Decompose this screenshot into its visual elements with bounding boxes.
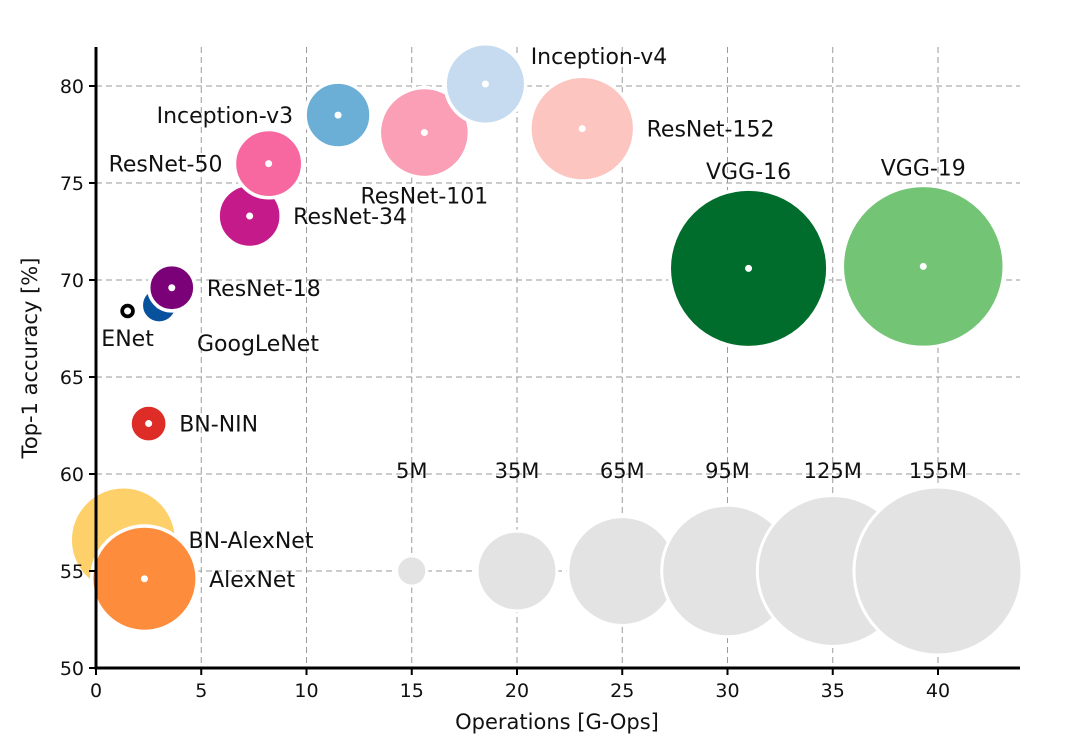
bubble-label-alexnet: AlexNet — [209, 568, 295, 593]
x-tick-label-40: 40 — [926, 680, 950, 702]
bubble-label-vgg-19: VGG-19 — [881, 156, 966, 181]
y-tick-label-70: 70 — [60, 270, 84, 292]
y-tick-label-65: 65 — [60, 367, 84, 389]
bubble-center-dot — [145, 420, 153, 428]
bubble-enet — [116, 300, 139, 322]
bubble-center-dot — [246, 212, 254, 220]
bubble-center-dot — [481, 80, 489, 88]
grid-lines — [96, 47, 1020, 668]
x-tick-label-25: 25 — [610, 680, 634, 702]
legend-label-155m: 155M — [909, 459, 967, 483]
bubble-label-bn-nin: BN-NIN — [179, 413, 258, 438]
y-tick-label-50: 50 — [60, 658, 84, 680]
bubble-center-dot — [745, 264, 753, 272]
x-tick-label-10: 10 — [294, 680, 318, 702]
legend-label-65m: 65M — [600, 459, 645, 483]
bubble-resnet-50 — [232, 127, 305, 200]
legend-label-125m: 125M — [804, 459, 862, 483]
legend-bubble-35m — [475, 529, 559, 613]
legend-label-35m: 35M — [495, 459, 540, 483]
bubble-center-dot — [578, 125, 586, 133]
y-tick-label-75: 75 — [60, 173, 84, 195]
x-tick-label-0: 0 — [90, 680, 102, 702]
y-tick-label-80: 80 — [60, 76, 84, 98]
bubble-bn-nin — [128, 403, 169, 444]
x-tick-label-30: 30 — [715, 680, 739, 702]
bubble-vgg-16 — [667, 187, 830, 350]
bubble-center-dot — [124, 307, 132, 315]
bubble-label-inception-v3: Inception-v3 — [157, 104, 294, 129]
bubble-label-resnet-34: ResNet-34 — [293, 205, 407, 230]
y-tick-label-60: 60 — [60, 464, 84, 486]
legend-bubble-5m — [395, 554, 429, 588]
bubble-center-dot — [168, 284, 176, 292]
bubble-center-dot — [420, 129, 428, 137]
x-axis-title: Operations [G-Ops] — [455, 710, 659, 734]
legend-label-5m: 5M — [396, 459, 427, 483]
size-legend: 5M 35M 65M 95M 125M 155M — [395, 459, 1024, 657]
bubble-label-googlenet: GoogLeNet — [197, 332, 319, 357]
bubble-labels: BN-AlexNet AlexNet ENet GoogLeNet ResNet-18 B… — [101, 45, 965, 593]
bubble-resnet-152 — [528, 74, 637, 183]
bubble-label-vgg-16: VGG-16 — [706, 160, 791, 185]
bubble-inception-v3 — [303, 80, 373, 150]
bubble-center-dot — [334, 111, 342, 119]
x-tick-label-35: 35 — [821, 680, 845, 702]
bubble-label-bn-alexnet: BN-AlexNet — [189, 529, 314, 554]
bubble-alexnet — [89, 524, 199, 634]
bubbles — [68, 42, 1007, 634]
bubble-center-dot — [919, 262, 927, 270]
bubble-label-resnet-152: ResNet-152 — [647, 118, 775, 143]
x-tick-label-20: 20 — [505, 680, 529, 702]
bubble-label-resnet-101: ResNet-101 — [360, 185, 488, 210]
bubble-resnet-18 — [146, 262, 197, 313]
bubble-resnet-101 — [377, 85, 472, 180]
y-axis-title: Top-1 accuracy [%] — [18, 258, 42, 460]
bubble-label-resnet-18: ResNet-18 — [207, 277, 321, 302]
legend-label-95m: 95M — [705, 459, 750, 483]
bubble-inception-v4 — [443, 42, 528, 127]
bubble-center-dot — [140, 575, 148, 583]
x-tick-label-15: 15 — [400, 680, 424, 702]
bubble-label-enet: ENet — [101, 327, 154, 352]
bubble-label-resnet-50: ResNet-50 — [109, 153, 223, 178]
axes: 0 5 10 15 20 25 30 35 40 50 55 60 65 70 75 80 — [60, 47, 1020, 702]
x-tick-label-5: 5 — [195, 680, 207, 702]
y-tick-label-55: 55 — [60, 561, 84, 583]
bubble-center-dot — [265, 160, 273, 168]
bubble-label-inception-v4: Inception-v4 — [531, 45, 668, 70]
legend-bubble-155m — [852, 485, 1024, 657]
bubble-vgg-19 — [840, 183, 1007, 350]
